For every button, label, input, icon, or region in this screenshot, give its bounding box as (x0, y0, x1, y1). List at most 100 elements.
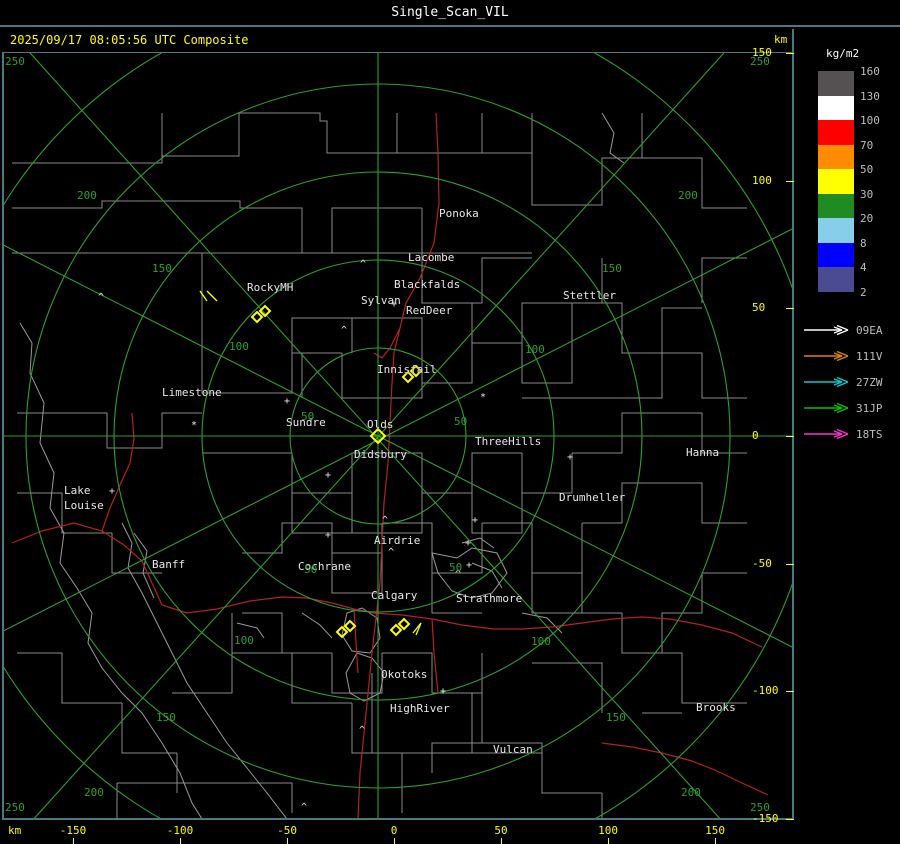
track-legend-label: 09EA (856, 324, 883, 337)
map-marker-caret: ^ (341, 325, 348, 336)
colorbar[interactable] (818, 71, 854, 292)
colorbar-segment[interactable] (818, 120, 854, 145)
range-ring-label: 100 (531, 635, 551, 648)
city-label: Limestone (162, 386, 222, 399)
range-ring-label: 50 (301, 410, 315, 423)
colorbar-tick-label: 70 (860, 138, 874, 152)
range-ring-label: 150 (606, 711, 626, 724)
x-axis-tick (715, 838, 716, 844)
map-marker-cross: + (325, 530, 332, 541)
scan-timestamp: 2025/09/17 08:05:56 UTC Composite (10, 33, 249, 47)
info-strip: 2025/09/17 08:05:56 UTC Composite km (2, 29, 794, 53)
range-ring-label: 150 (602, 262, 622, 275)
track-arrow-icon (804, 402, 849, 414)
city-label: Brooks (696, 701, 736, 714)
y-axis-tick-label: -100 (752, 684, 779, 698)
map-marker-star: * (480, 392, 487, 403)
x-axis-tick (394, 838, 395, 844)
colorbar-segment[interactable] (818, 267, 854, 292)
colorbar-tick-label: 4 (860, 261, 867, 274)
city-label: Innisfail (377, 363, 437, 376)
city-label: RockyMH (247, 281, 294, 294)
city-label: Airdrie (374, 534, 421, 547)
track-legend-label: 111V (856, 350, 883, 363)
city-label: Blackfalds (394, 278, 461, 291)
colorbar-segment[interactable] (818, 71, 854, 96)
colorbar-segment[interactable] (818, 144, 854, 169)
map-marker-cross: + (325, 470, 332, 481)
range-ring-label: 200 (84, 786, 104, 799)
map-marker-caret: ^ (382, 515, 389, 526)
map-marker-cross: + (472, 515, 479, 526)
colorbar-tick-label: 160 (860, 65, 880, 78)
x-axis-tick (287, 838, 288, 844)
x-axis-tick (180, 838, 181, 844)
y-axis-tick-label: 50 (752, 301, 766, 315)
y-axis-tick-label: 100 (752, 173, 772, 187)
range-ring-label: 200 (77, 189, 97, 202)
city-label: Stettler (563, 289, 616, 302)
colorbar-tick-label: 2 (860, 285, 867, 299)
x-axis: km -150 -100 -50 0 50 100 150 (0, 820, 900, 844)
x-axis-tick-label: 150 (705, 824, 725, 837)
x-axis-tick-label: -50 (277, 824, 297, 837)
track-legend-row[interactable]: 09EA (804, 319, 900, 345)
radar-display-panel[interactable]: ^ ^ ^ + * + * + ^ + + + + ^ + ^ + ^ + ^ … (2, 53, 794, 819)
track-legend-row[interactable]: 27ZW (804, 371, 900, 397)
range-ring-label: 200 (681, 786, 701, 799)
range-ring-label: 50 (449, 561, 463, 574)
map-marker-caret: ^ (455, 569, 462, 580)
track-legend-row[interactable]: 31JP (804, 397, 900, 423)
y-axis-tick (786, 180, 794, 182)
track-arrow-icon (804, 324, 849, 336)
map-marker-cross: + (567, 452, 574, 463)
city-label: Strathmore (456, 592, 523, 605)
y-axis-tick (786, 691, 794, 693)
track-legend-row[interactable]: 18TS (804, 423, 900, 449)
range-ring-label: 50 (454, 415, 468, 428)
colorbar-segment[interactable] (818, 242, 854, 267)
city-label: Vulcan (493, 743, 533, 756)
colorbar-segment[interactable] (818, 218, 854, 243)
track-legend-label: 18TS (856, 428, 883, 441)
km-unit-label-top: km (774, 33, 788, 46)
range-ring-label: 200 (678, 189, 698, 202)
city-label: Lacombe (408, 251, 455, 264)
map-marker-cross: + (466, 560, 473, 571)
colorbar-tick-label: 130 (860, 89, 880, 103)
track-arrow-icon (804, 350, 849, 362)
colorbar-segment[interactable] (818, 169, 854, 194)
y-axis-tick (786, 819, 794, 820)
x-axis-tick (608, 838, 609, 844)
colorbar-tick-label: 20 (860, 212, 874, 225)
corner-range-label-bl: 250 (5, 801, 25, 814)
y-axis-tick-label: 0 (752, 429, 759, 442)
city-label: Hanna (686, 446, 720, 459)
track-legend-row[interactable]: 111V (804, 345, 900, 371)
x-axis-tick-label: -100 (166, 824, 194, 837)
city-label: Cochrane (298, 560, 351, 573)
city-label: Drumheller (559, 491, 626, 504)
colorbar-segment[interactable] (818, 193, 854, 218)
x-axis-tick (73, 838, 74, 844)
city-label: RedDeer (406, 304, 453, 317)
map-marker-cross: + (465, 538, 472, 549)
storm-track-layer (199, 290, 422, 636)
city-label: Lake (64, 484, 91, 497)
radar-map-canvas[interactable] (2, 53, 794, 819)
range-ring-label: 150 (156, 711, 176, 724)
county-boundaries-layer (12, 112, 747, 819)
window-title: Single_Scan_VIL (391, 5, 509, 20)
colorbar-tick-label: 30 (860, 187, 874, 201)
city-label: Didsbury (354, 448, 407, 461)
y-axis-tick-label: 150 (752, 46, 772, 59)
map-marker-cross: + (391, 299, 398, 310)
y-axis-tick (786, 53, 794, 54)
city-label: HighRiver (390, 702, 450, 715)
map-marker-cross: + (284, 396, 291, 407)
city-label: Olds (367, 418, 394, 431)
colorbar-segment[interactable] (818, 95, 854, 120)
storm-cell-markers-layer[interactable] (250, 304, 423, 639)
corner-range-label-tl: 250 (5, 55, 25, 68)
